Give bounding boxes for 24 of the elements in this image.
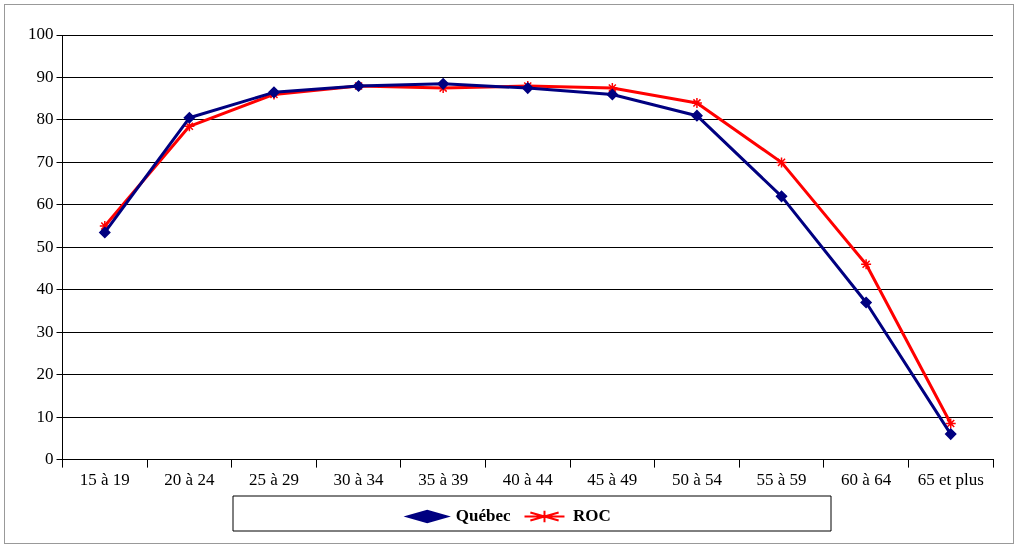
x-tick-label: 45 à 49 [587,470,638,490]
legend-label: ROC [573,505,611,525]
y-tick-label: 50 [36,236,54,256]
y-tick-label: 30 [36,321,54,341]
y-tick-label: 90 [36,66,54,86]
x-tick-label: 15 à 19 [79,470,130,490]
y-tick-label: 70 [36,151,54,171]
y-tick-label: 100 [28,24,54,44]
x-tick-label: 55 à 59 [756,470,807,490]
y-tick-label: 60 [36,194,54,214]
x-tick-label: 50 à 54 [671,470,723,490]
x-tick-label: 30 à 34 [333,470,385,490]
x-tick-label: 65 et plus [917,470,984,490]
x-tick-label: 35 à 39 [418,470,469,490]
x-tick-label: 25 à 29 [248,470,299,490]
x-tick-label: 20 à 24 [164,470,215,490]
x-tick-label: 40 à 44 [502,470,554,490]
y-tick-label: 20 [36,364,54,384]
y-tick-label: 10 [36,406,54,426]
y-tick-label: 0 [45,449,54,469]
y-tick-label: 40 [36,279,54,299]
x-tick-label: 60 à 64 [841,470,892,490]
legend-label: Québec [455,505,511,525]
y-tick-label: 80 [36,109,54,129]
